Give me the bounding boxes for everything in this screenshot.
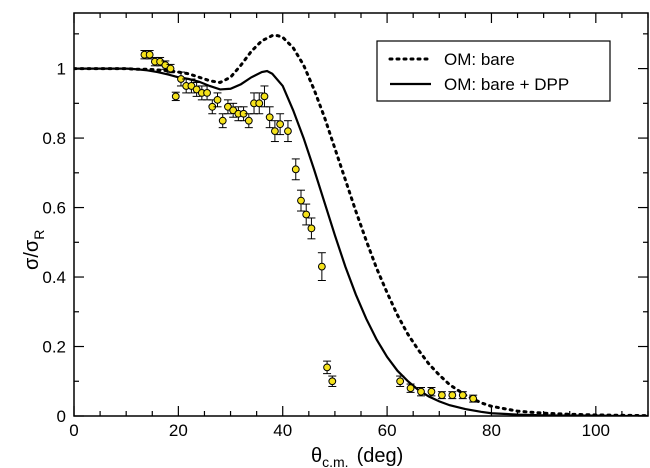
data-point — [192, 81, 201, 97]
y-tick-label: 0.2 — [42, 338, 66, 357]
data-point — [291, 158, 300, 181]
data-marker — [284, 127, 292, 136]
data-marker — [161, 61, 170, 70]
data-point — [317, 252, 326, 282]
data-marker — [437, 391, 446, 400]
data-marker — [224, 102, 232, 111]
data-marker — [448, 391, 457, 400]
data-marker — [213, 95, 222, 104]
y-axis-label-main: σ/σ — [21, 239, 43, 270]
x-axis-label: θc.m. (deg) — [311, 445, 403, 468]
x-axis-label-sub: c.m. — [322, 454, 348, 468]
data-point — [296, 189, 305, 212]
data-point — [307, 217, 316, 240]
data-marker — [469, 394, 478, 403]
data-marker — [307, 224, 316, 233]
y-tick-label: 0.8 — [42, 129, 66, 148]
data-point — [323, 360, 332, 375]
data-marker — [192, 85, 201, 94]
data-point — [208, 99, 217, 115]
data-marker — [417, 387, 425, 396]
data-marker — [166, 64, 175, 73]
data-point — [187, 78, 196, 94]
data-point — [213, 92, 222, 108]
data-marker — [328, 377, 337, 386]
data-point — [223, 99, 232, 115]
data-marker — [265, 113, 274, 122]
y-tick-label: 0.4 — [42, 268, 66, 287]
data-marker — [203, 89, 211, 97]
data-point — [234, 106, 243, 122]
legend-box — [376, 40, 611, 102]
x-tick-label: 60 — [378, 421, 397, 440]
data-point — [156, 56, 165, 67]
data-marker — [218, 116, 227, 125]
data-marker — [156, 57, 165, 66]
data-point — [203, 85, 212, 101]
data-marker — [406, 384, 415, 393]
data-marker — [317, 262, 326, 271]
legend-label-om-bare: OM: bare — [444, 50, 515, 69]
data-marker — [297, 196, 305, 205]
data-marker — [260, 92, 269, 101]
x-tick-label: 0 — [69, 421, 78, 440]
data-point — [302, 203, 311, 226]
x-tick-label: 40 — [273, 421, 292, 440]
legend: OM: bare OM: bare + DPP — [376, 40, 611, 102]
data-point — [265, 106, 274, 129]
data-point — [218, 113, 227, 129]
y-tick-label: 1 — [57, 60, 66, 79]
data-point — [145, 50, 154, 60]
data-marker — [187, 82, 196, 90]
series-line-om-bare-dpp — [74, 67, 648, 416]
data-marker — [427, 387, 436, 396]
data-marker — [244, 116, 253, 125]
x-tick-label: 100 — [582, 421, 610, 440]
data-point — [396, 375, 405, 387]
data-point — [328, 375, 337, 387]
data-points-layer — [140, 50, 478, 403]
data-point — [469, 394, 478, 403]
data-point — [406, 383, 415, 393]
data-marker — [145, 50, 154, 59]
data-point — [437, 391, 446, 400]
data-marker — [396, 377, 405, 386]
data-point — [161, 60, 170, 70]
data-point — [171, 91, 180, 102]
data-point — [255, 92, 264, 115]
y-axis-label: σ/σR — [21, 230, 47, 270]
data-point — [458, 391, 467, 400]
data-marker — [458, 391, 467, 400]
ticks-layer — [73, 13, 649, 417]
tick-labels-layer: 0 20 40 60 80 100 0 0.2 0.4 0.6 0.8 1 — [42, 60, 610, 440]
data-point — [250, 92, 259, 115]
data-point — [244, 113, 253, 129]
data-marker — [323, 363, 331, 372]
y-axis-label-sub: R — [31, 230, 47, 240]
data-point — [166, 63, 175, 74]
data-marker — [302, 210, 311, 219]
data-point — [427, 387, 436, 397]
data-point — [229, 102, 238, 118]
y-tick-label: 0.6 — [42, 199, 66, 218]
y-tick-label: 0 — [57, 407, 66, 426]
data-marker — [171, 92, 180, 101]
x-axis-label-main: θ — [311, 445, 322, 467]
data-point — [276, 113, 285, 136]
data-marker — [276, 120, 285, 129]
x-axis-label-unit: (deg) — [357, 445, 404, 467]
data-marker — [229, 106, 238, 115]
x-tick-label: 20 — [169, 421, 188, 440]
data-point — [283, 120, 292, 143]
x-tick-label: 80 — [482, 421, 501, 440]
data-point — [417, 387, 426, 397]
data-marker — [255, 99, 264, 108]
data-point — [260, 85, 269, 108]
data-point — [270, 120, 279, 143]
legend-label-om-bare-dpp: OM: bare + DPP — [444, 75, 569, 94]
data-point — [448, 391, 457, 400]
data-marker — [291, 165, 300, 174]
data-marker — [271, 127, 279, 136]
